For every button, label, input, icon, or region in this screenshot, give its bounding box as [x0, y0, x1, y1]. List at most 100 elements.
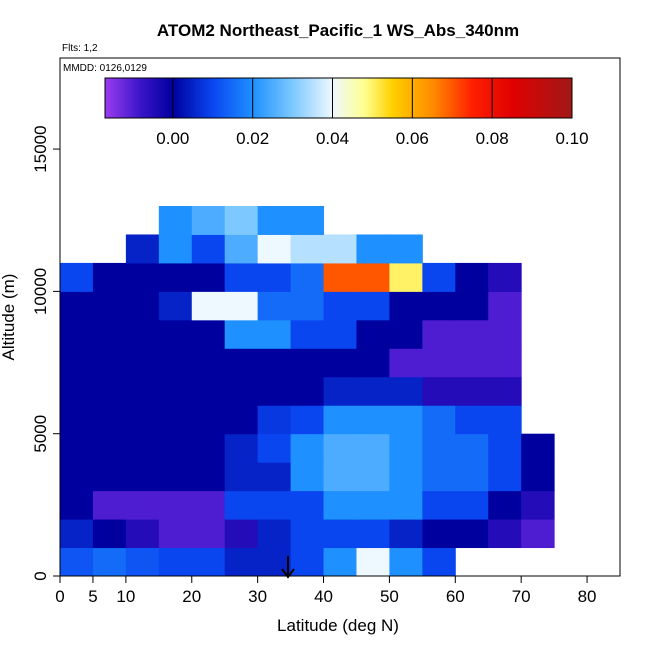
x-tick-label: 40	[314, 587, 333, 606]
heat-cell	[323, 433, 357, 463]
colorbar	[104, 77, 573, 119]
heat-cell	[191, 262, 226, 292]
heat-cell	[125, 348, 160, 378]
heat-cell	[422, 490, 456, 520]
heat-cell	[92, 291, 127, 321]
heat-cell	[224, 547, 259, 577]
heat-cell	[257, 262, 292, 292]
x-tick-label: 10	[116, 587, 135, 606]
heat-cell	[257, 319, 292, 349]
heat-cell	[191, 490, 226, 520]
heat-cell	[356, 376, 390, 406]
heat-cell	[521, 519, 555, 549]
heat-cell	[191, 234, 226, 264]
heat-cell	[125, 376, 160, 406]
heat-cell	[92, 262, 127, 292]
y-axis-label: Altitude (m)	[0, 274, 18, 361]
heat-cell	[257, 547, 292, 577]
chart-title: ATOM2 Northeast_Pacific_1 WS_Abs_340nm	[157, 21, 519, 40]
heat-cell	[488, 291, 522, 321]
heat-cell	[224, 490, 259, 520]
heat-cell	[455, 376, 489, 406]
heat-cell	[290, 319, 325, 349]
heat-cell	[92, 519, 127, 549]
heat-cell	[92, 405, 127, 435]
heat-cell	[356, 490, 390, 520]
heat-cell	[158, 433, 193, 463]
heat-cell	[92, 433, 127, 463]
heat-cell	[257, 348, 292, 378]
heat-cell	[488, 490, 522, 520]
heat-cell	[290, 433, 325, 463]
heat-cell	[92, 462, 127, 492]
heat-cell	[125, 262, 160, 292]
heat-cell	[389, 291, 423, 321]
x-tick-label: 5	[88, 587, 97, 606]
heat-cell	[389, 547, 423, 577]
heat-cell	[455, 519, 489, 549]
x-tick-label: 70	[512, 587, 531, 606]
arrow	[281, 556, 295, 579]
heat-cell	[158, 262, 193, 292]
heat-cell	[60, 490, 94, 520]
x-tick-label: 30	[248, 587, 267, 606]
heat-cell	[488, 319, 522, 349]
heat-cell	[158, 490, 193, 520]
heat-cell	[455, 319, 489, 349]
heat-cell	[488, 405, 522, 435]
heat-cell	[158, 405, 193, 435]
heat-cell	[257, 376, 292, 406]
heat-cell	[125, 291, 160, 321]
colorbar-tick-label: 0.08	[476, 129, 509, 148]
heat-cell	[257, 462, 292, 492]
heat-cell	[422, 376, 456, 406]
heat-cell	[521, 462, 555, 492]
colorbar-tick-label: 0.04	[316, 129, 349, 148]
y-tick-label: 5000	[31, 415, 50, 453]
heat-cell	[224, 234, 259, 264]
heat-cell	[455, 490, 489, 520]
heat-cell	[389, 519, 423, 549]
heat-cell	[323, 405, 357, 435]
heat-cell	[125, 547, 160, 577]
heat-cell	[92, 348, 127, 378]
heat-cell	[389, 433, 423, 463]
heat-cell	[356, 405, 390, 435]
heat-cell	[92, 319, 127, 349]
x-axis-label: Latitude (deg N)	[277, 616, 399, 635]
heat-cell	[290, 376, 325, 406]
heat-cell	[290, 405, 325, 435]
heat-cell	[60, 405, 94, 435]
heat-cell	[224, 348, 259, 378]
heat-cell	[60, 319, 94, 349]
heat-cell	[191, 319, 226, 349]
heat-cell	[290, 291, 325, 321]
heat-cell	[224, 291, 259, 321]
heat-cell	[323, 262, 357, 292]
heat-cell	[356, 348, 390, 378]
heat-cell	[323, 490, 357, 520]
heat-cell	[422, 433, 456, 463]
heat-cell	[422, 519, 456, 549]
heat-cell	[455, 348, 489, 378]
heat-cell	[257, 405, 292, 435]
annotation: MMDD: 0126,0129	[63, 63, 147, 74]
heat-cell	[323, 376, 357, 406]
heat-cell	[125, 319, 160, 349]
heat-cell	[158, 547, 193, 577]
heat-cell	[224, 519, 259, 549]
heat-cell	[323, 519, 357, 549]
heat-cell	[290, 547, 325, 577]
heat-cell	[389, 462, 423, 492]
heat-cell	[290, 519, 325, 549]
heat-cell	[488, 376, 522, 406]
heat-cell	[257, 490, 292, 520]
heat-cell	[290, 490, 325, 520]
heat-cell	[60, 291, 94, 321]
heat-cell	[488, 433, 522, 463]
heat-cell	[224, 405, 259, 435]
heat-cell	[158, 519, 193, 549]
heat-cell	[125, 462, 160, 492]
heat-cell	[60, 376, 94, 406]
